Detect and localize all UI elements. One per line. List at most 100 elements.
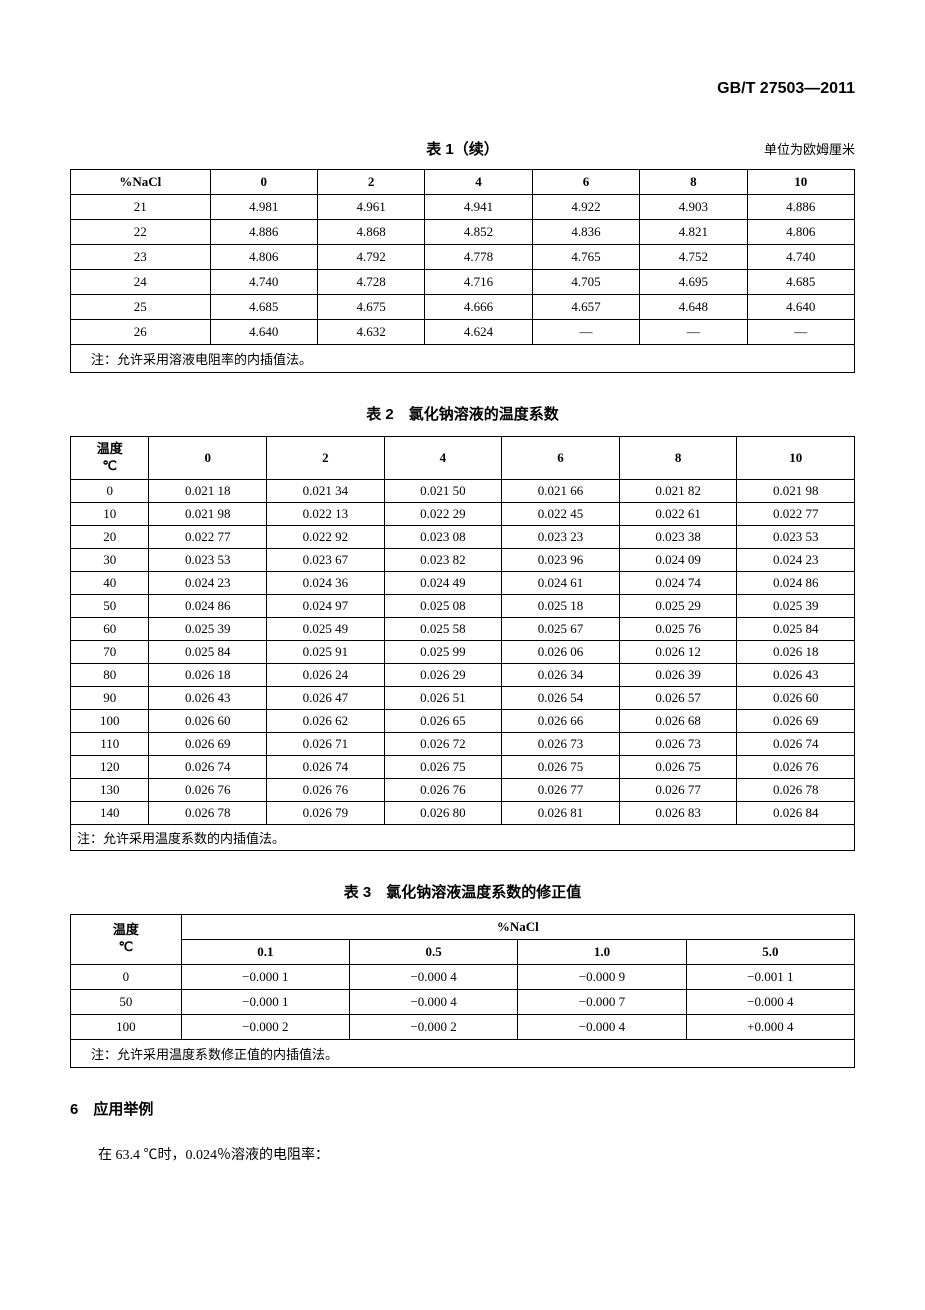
- table3-h-temp: 温度 ℃: [71, 914, 182, 964]
- table2-row: 500.024 860.024 970.025 080.025 180.025 …: [71, 594, 855, 617]
- table2-cell: 0.024 23: [737, 548, 855, 571]
- table1-cell: 4.821: [640, 220, 747, 245]
- table2-cell: 0.025 08: [384, 594, 502, 617]
- table2-cell: 0.026 51: [384, 686, 502, 709]
- table2-cell: 0.026 68: [619, 709, 737, 732]
- table2-cell: 110: [71, 732, 149, 755]
- table2-cell: 0.026 78: [149, 801, 267, 824]
- table1-cell: —: [640, 320, 747, 345]
- table3-cell: −0.000 4: [349, 989, 517, 1014]
- table1-cell: 4.740: [747, 245, 854, 270]
- table2-cell: 0.022 29: [384, 502, 502, 525]
- table2-cell: 0.026 83: [619, 801, 737, 824]
- table1-h2: 2: [317, 170, 424, 195]
- table2-cell: 0.023 38: [619, 525, 737, 548]
- table2-cell: 0.023 96: [502, 548, 620, 571]
- table2-cell: 0.024 97: [267, 594, 385, 617]
- table2-row: 300.023 530.023 670.023 820.023 960.024 …: [71, 548, 855, 571]
- table1-cell: 4.765: [532, 245, 639, 270]
- table2-cell: 0.021 82: [619, 479, 737, 502]
- table2-cell: 0.026 71: [267, 732, 385, 755]
- table2-cell: 0.024 86: [737, 571, 855, 594]
- table2-cell: 40: [71, 571, 149, 594]
- table2-cell: 0.021 66: [502, 479, 620, 502]
- table2-cell: 0.026 76: [737, 755, 855, 778]
- table2-cell: 0.025 76: [619, 617, 737, 640]
- table2-cell: 0.023 82: [384, 548, 502, 571]
- table1-caption-row: 表 1（续） 单位为欧姆厘米: [70, 138, 855, 159]
- table3-cell: −0.000 2: [181, 1014, 349, 1039]
- table2-h1: 0: [149, 437, 267, 480]
- table1-h0: %NaCl: [71, 170, 211, 195]
- table2-cell: 0.026 81: [502, 801, 620, 824]
- table2-cell: 0.026 69: [737, 709, 855, 732]
- table2-cell: 30: [71, 548, 149, 571]
- table2-caption: 表 2 氯化钠溶液的温度系数: [70, 403, 855, 424]
- table3-row: 0−0.000 1−0.000 4−0.000 9−0.001 1: [71, 964, 855, 989]
- table2-cell: 0.025 84: [149, 640, 267, 663]
- table2-cell: 0.026 73: [619, 732, 737, 755]
- table2-cell: 0.023 08: [384, 525, 502, 548]
- table2-cell: 0.026 76: [149, 778, 267, 801]
- table1: %NaCl 0 2 4 6 8 10 214.9814.9614.9414.92…: [70, 169, 855, 373]
- table2-cell: 0.026 74: [267, 755, 385, 778]
- table2-cell: 0.025 84: [737, 617, 855, 640]
- table1-cell: 4.632: [317, 320, 424, 345]
- table2-cell: 0.024 49: [384, 571, 502, 594]
- table2-row: 1000.026 600.026 620.026 650.026 660.026…: [71, 709, 855, 732]
- table2-cell: 0.024 23: [149, 571, 267, 594]
- table1-cell: 4.657: [532, 295, 639, 320]
- table2-cell: 130: [71, 778, 149, 801]
- table2-cell: 0.026 84: [737, 801, 855, 824]
- table2-cell: 0.022 77: [149, 525, 267, 548]
- table2-cell: 0.026 60: [737, 686, 855, 709]
- table3-cell: +0.000 4: [686, 1014, 854, 1039]
- table2-cell: 0.026 74: [737, 732, 855, 755]
- table1-h3: 4: [425, 170, 532, 195]
- table2-cell: 0.026 29: [384, 663, 502, 686]
- table2-cell: 60: [71, 617, 149, 640]
- table3-caption: 表 3 氯化钠溶液温度系数的修正值: [70, 881, 855, 902]
- table2-h5: 8: [619, 437, 737, 480]
- table2-cell: 50: [71, 594, 149, 617]
- table1-row: 264.6404.6324.624———: [71, 320, 855, 345]
- table2-cell: 0.021 98: [149, 502, 267, 525]
- table1-cell: 22: [71, 220, 211, 245]
- table1-cell: 4.868: [317, 220, 424, 245]
- table1-cell: 26: [71, 320, 211, 345]
- table1-cell: 23: [71, 245, 211, 270]
- table3-h2: 0.5: [349, 939, 517, 964]
- table3-cell: 0: [71, 964, 182, 989]
- table2-cell: 0.024 61: [502, 571, 620, 594]
- table1-cell: 4.903: [640, 195, 747, 220]
- table2-h4: 6: [502, 437, 620, 480]
- table2-h-temp-l1: 温度: [77, 441, 142, 458]
- table1-cell: 4.752: [640, 245, 747, 270]
- table2-cell: 0.026 18: [149, 663, 267, 686]
- table2-row: 800.026 180.026 240.026 290.026 340.026 …: [71, 663, 855, 686]
- table2-row: 00.021 180.021 340.021 500.021 660.021 8…: [71, 479, 855, 502]
- table2-cell: 0.024 86: [149, 594, 267, 617]
- table1-cell: 4.981: [210, 195, 317, 220]
- table2-cell: 0.025 91: [267, 640, 385, 663]
- table1-cell: 4.685: [747, 270, 854, 295]
- table2-cell: 0.025 39: [149, 617, 267, 640]
- table2-cell: 0.026 43: [737, 663, 855, 686]
- table2-cell: 20: [71, 525, 149, 548]
- table1-cell: 4.685: [210, 295, 317, 320]
- table1-cell: 4.886: [210, 220, 317, 245]
- table2-cell: 0.021 98: [737, 479, 855, 502]
- table2-cell: 0.026 77: [619, 778, 737, 801]
- table3-h4: 5.0: [686, 939, 854, 964]
- table2-cell: 0.026 72: [384, 732, 502, 755]
- table1-h6: 10: [747, 170, 854, 195]
- table1-row: 224.8864.8684.8524.8364.8214.806: [71, 220, 855, 245]
- table2-cell: 90: [71, 686, 149, 709]
- table2-cell: 0.026 75: [502, 755, 620, 778]
- table2-cell: 0.026 06: [502, 640, 620, 663]
- table3-cell: −0.000 4: [349, 964, 517, 989]
- table2-cell: 0.026 43: [149, 686, 267, 709]
- table2: 温度 ℃ 0 2 4 6 8 10 00.021 180.021 340.021…: [70, 436, 855, 851]
- table3-cell: −0.001 1: [686, 964, 854, 989]
- table2-cell: 0.025 58: [384, 617, 502, 640]
